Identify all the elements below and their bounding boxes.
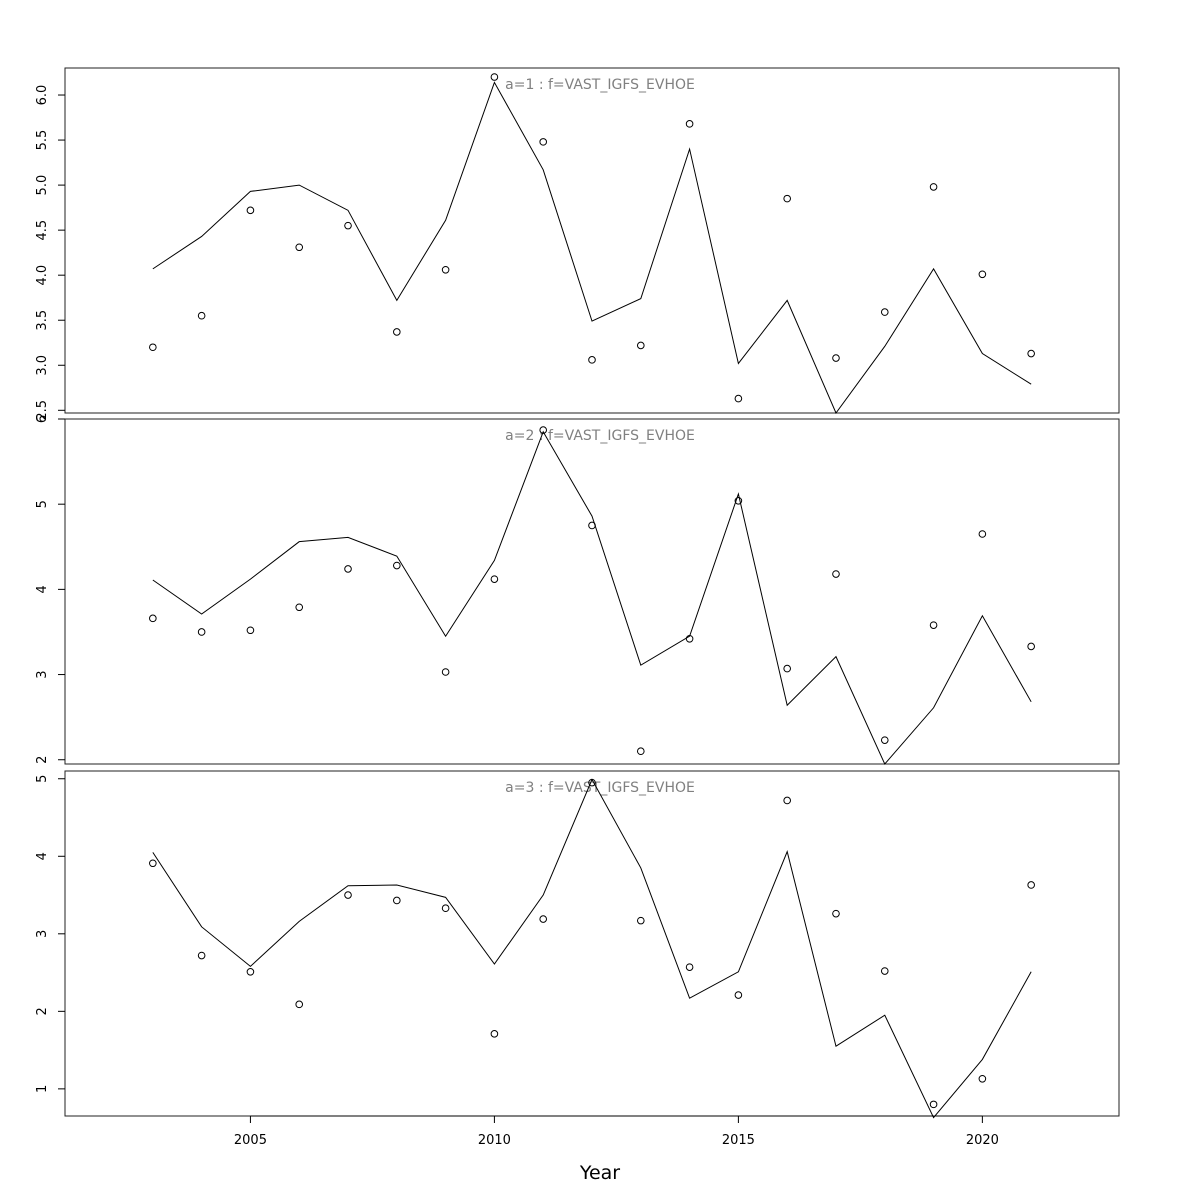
observed-point: [344, 565, 352, 573]
observed-point: [490, 73, 499, 81]
observed-point: [929, 621, 938, 629]
observed-point: [197, 311, 206, 320]
panel-title: a=3 : f=VAST_IGFS_EVHOE: [505, 780, 695, 796]
y-tick-label: 3.0: [35, 355, 50, 376]
observed-point: [393, 328, 401, 336]
panel-frame: [64, 67, 1120, 414]
observed-point: [783, 796, 791, 805]
observed-point: [295, 1000, 304, 1009]
panel-frame: [64, 770, 1120, 1117]
observed-point: [685, 963, 694, 971]
observed-point: [588, 356, 596, 364]
observed-point: [734, 496, 743, 505]
y-tick-label: 4: [35, 852, 50, 860]
y-tick-label: 3.5: [35, 310, 50, 331]
observed-point: [978, 1074, 987, 1083]
observed-point: [588, 521, 596, 530]
y-tick-label: 2: [35, 1007, 50, 1015]
observed-point: [636, 341, 645, 350]
x-tick-label: 2005: [234, 1133, 267, 1148]
observed-point: [588, 778, 596, 787]
fitted-series-line: [152, 778, 1032, 1119]
observed-point: [441, 668, 450, 676]
y-tick-label: 2: [35, 756, 50, 764]
x-tick-label: 2010: [478, 1133, 511, 1148]
fitted-series-line: [152, 81, 1032, 414]
panel-frame: [64, 418, 1120, 765]
observed-point: [539, 915, 548, 923]
observed-point: [344, 221, 352, 230]
y-tick-label: 2.5: [35, 400, 50, 421]
observed-point: [539, 426, 548, 434]
y-tick-label: 4.5: [35, 220, 50, 241]
observed-point: [636, 916, 645, 925]
observed-point: [685, 120, 694, 128]
y-tick-label: 5.0: [35, 175, 50, 196]
observed-point: [1027, 349, 1035, 358]
x-axis-label: Year: [579, 1162, 620, 1184]
observed-point: [783, 194, 791, 203]
observed-point: [783, 664, 791, 673]
observed-point: [246, 967, 255, 976]
y-tick-label: 3: [35, 670, 50, 678]
y-tick-label: 6.0: [35, 85, 50, 106]
observed-point: [1027, 881, 1035, 889]
observed-point: [490, 575, 499, 583]
observed-point: [441, 904, 450, 913]
observed-point: [295, 243, 304, 252]
observed-point: [539, 138, 548, 146]
y-tick-label: 5.5: [35, 130, 50, 151]
observed-point: [295, 603, 304, 612]
y-tick-label: 1: [35, 1085, 50, 1093]
observed-point: [149, 859, 157, 868]
observed-point: [832, 909, 840, 918]
observed-point: [880, 967, 889, 975]
panel-2: a=2 : f=VAST_IGFS_EVHOE 2 3 4 5 6: [35, 415, 1120, 765]
x-tick-label: 2020: [966, 1133, 999, 1148]
observed-point: [149, 343, 157, 352]
observed-point: [344, 891, 352, 899]
observed-point: [832, 354, 840, 362]
observed-point: [246, 206, 255, 215]
observed-point: [929, 1100, 938, 1109]
panel-title: a=1 : f=VAST_IGFS_EVHOE: [505, 77, 695, 93]
observed-point: [978, 530, 987, 538]
y-tick-label: 6: [35, 415, 50, 423]
observed-point: [880, 308, 889, 316]
chart-panels: a=1 : f=VAST_IGFS_EVHOE 2.5 3.0 3.5 4.0 4.5 5.…: [35, 67, 1120, 1119]
observed-point: [978, 270, 987, 279]
observed-point: [441, 265, 450, 274]
y-tick-label: 5: [35, 500, 50, 508]
observed-point: [685, 634, 694, 643]
x-tick-label: 2015: [722, 1133, 755, 1148]
panel-1: a=1 : f=VAST_IGFS_EVHOE 2.5 3.0 3.5 4.0 4.5 5.…: [35, 67, 1120, 421]
y-tick-label: 4: [35, 585, 50, 593]
observed-point: [636, 747, 645, 756]
observed-point: [1027, 642, 1035, 651]
observed-point: [880, 736, 889, 744]
observed-point: [929, 183, 938, 191]
observed-point: [490, 1030, 499, 1038]
observed-point: [197, 951, 206, 960]
fitted-series-line: [152, 430, 1032, 765]
y-tick-label: 5: [35, 775, 50, 783]
observed-point: [246, 626, 255, 635]
observed-point: [197, 628, 206, 636]
panel-3: a=3 : f=VAST_IGFS_EVHOE 1 2 3 4 5: [35, 770, 1120, 1119]
observed-point: [149, 614, 157, 623]
y-tick-label: 3: [35, 930, 50, 938]
y-tick-label: 4.0: [35, 265, 50, 286]
x-axis: 2005 2010 2015 2020: [234, 1115, 999, 1148]
observed-point: [832, 570, 840, 578]
observed-point: [393, 896, 401, 905]
observed-point: [734, 991, 743, 999]
observed-point: [393, 561, 401, 570]
observed-point: [734, 394, 743, 403]
panel-title: a=2 : f=VAST_IGFS_EVHOE: [505, 428, 695, 444]
